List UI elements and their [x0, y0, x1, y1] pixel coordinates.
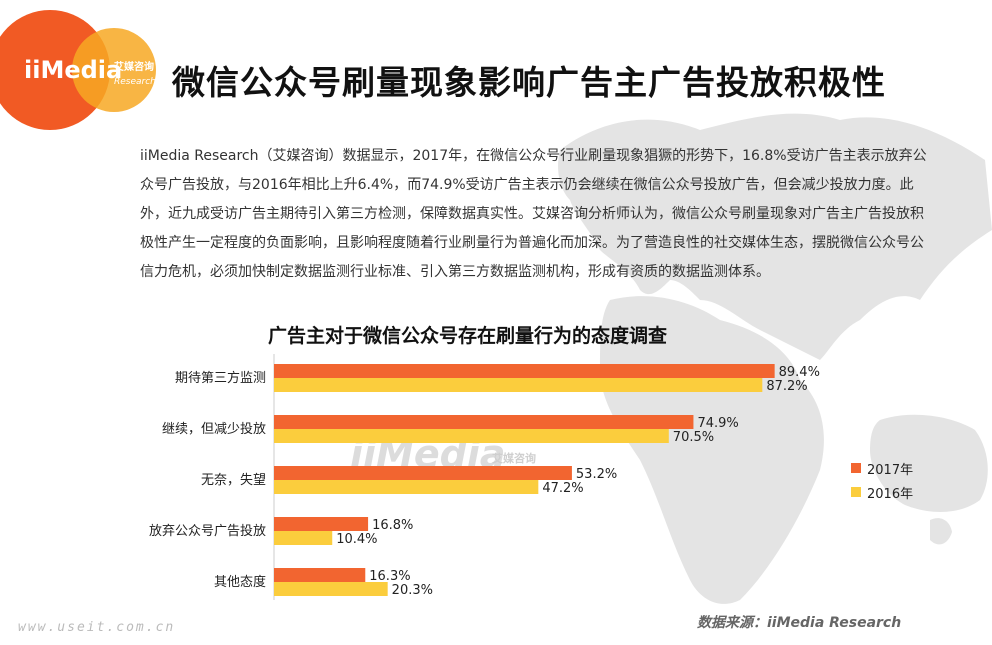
data-label: 74.9% [697, 416, 738, 431]
chart-title: 广告主对于微信公众号存在刷量行为的态度调查 [268, 325, 668, 347]
data-label: 47.2% [542, 481, 583, 496]
category-label: 继续，但减少投放 [162, 421, 266, 437]
legend-item-2016: 2016年 [851, 480, 913, 504]
bar-2016 [274, 531, 333, 545]
map-australia-shape [870, 414, 988, 512]
site-watermark: www.useit.com.cn [18, 620, 176, 635]
chart-legend: 2017年 2016年 [851, 456, 913, 504]
data-label: 20.3% [392, 583, 433, 598]
map-europe-asia-shape [558, 113, 992, 360]
legend-label-2016: 2016年 [867, 486, 914, 502]
logo-yellow-circle [72, 28, 156, 112]
page-title: 微信公众号刷量现象影响广告主广告投放积极性 [172, 63, 886, 102]
bar-chart: 期待第三方监测 89.4%87.2% 继续，但减少投放 74.9%70.5% 无奈，失望… [149, 354, 820, 600]
data-label: 87.2% [766, 379, 807, 394]
category-label: 期待第三方监测 [175, 370, 266, 386]
category-label: 放弃公众号广告投放 [149, 523, 266, 539]
bar-2016 [274, 429, 669, 443]
legend-label-2017: 2017年 [867, 462, 914, 478]
logo-orange-circle [0, 10, 110, 130]
logo-text: iiMedia [24, 56, 122, 84]
bar-2017 [274, 364, 775, 378]
data-label: 10.4% [336, 532, 377, 547]
category-label: 无奈，失望 [201, 472, 266, 488]
category-label: 其他态度 [214, 574, 266, 590]
data-label: 70.5% [673, 430, 714, 445]
bar-2016 [274, 480, 539, 494]
watermark-cn: 艾媒咨询 [492, 452, 536, 465]
bar-2017 [274, 415, 694, 429]
legend-swatch-2016 [851, 487, 861, 497]
logo-en: Research [114, 77, 156, 87]
data-source: 数据来源：iiMedia Research [697, 615, 902, 631]
iimedia-logo: iiMedia 艾媒咨询 Research [0, 10, 156, 130]
legend-item-2017: 2017年 [851, 456, 913, 480]
bar-2017 [274, 568, 366, 582]
bar-2016 [274, 378, 763, 392]
map-island-shape [930, 518, 952, 545]
data-label: 53.2% [576, 467, 617, 482]
data-label: 89.4% [779, 365, 820, 380]
logo-cn: 艾媒咨询 [114, 60, 154, 73]
bar-2017 [274, 466, 572, 480]
bar-2017 [274, 517, 369, 531]
legend-swatch-2017 [851, 463, 861, 473]
bar-2016 [274, 582, 388, 596]
data-label: 16.8% [372, 518, 413, 533]
intro-paragraph: iiMedia Research（艾媒咨询）数据显示，2017年，在微信公众号行… [140, 148, 927, 280]
data-label: 16.3% [369, 569, 410, 584]
